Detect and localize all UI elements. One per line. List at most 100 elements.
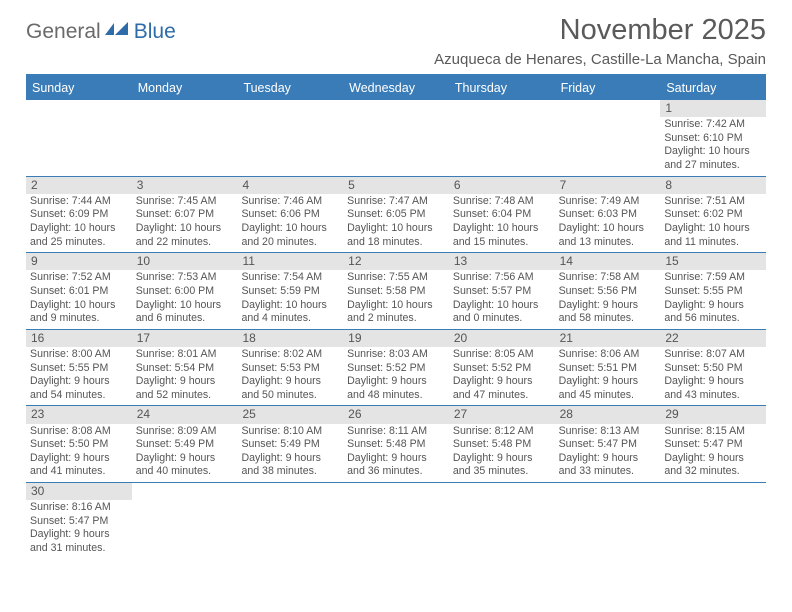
calendar-cell: 24Sunrise: 8:09 AMSunset: 5:49 PMDayligh… — [132, 406, 238, 482]
calendar-cell: 28Sunrise: 8:13 AMSunset: 5:47 PMDayligh… — [555, 406, 661, 482]
day-number: 5 — [343, 177, 449, 194]
day-body: Sunrise: 7:51 AMSunset: 6:02 PMDaylight:… — [660, 195, 766, 252]
sunrise-text: Sunrise: 8:00 AM — [30, 348, 129, 362]
calendar-cell: 26Sunrise: 8:11 AMSunset: 5:48 PMDayligh… — [343, 406, 449, 482]
sunrise-text: Sunrise: 8:11 AM — [347, 425, 446, 439]
day-number: 24 — [132, 406, 238, 423]
sunset-text: Sunset: 5:52 PM — [347, 362, 446, 376]
day-number: 27 — [449, 406, 555, 423]
calendar-cell — [26, 100, 132, 176]
sunset-text: Sunset: 5:48 PM — [347, 438, 446, 452]
daylight-text: Daylight: 9 hours and 31 minutes. — [30, 528, 129, 555]
daylight-text: Daylight: 9 hours and 48 minutes. — [347, 375, 446, 402]
day-number: 18 — [237, 330, 343, 347]
weekday-header-row: SundayMondayTuesdayWednesdayThursdayFrid… — [26, 76, 766, 100]
calendar-cell: 23Sunrise: 8:08 AMSunset: 5:50 PMDayligh… — [26, 406, 132, 482]
weekday-header: Friday — [555, 76, 661, 100]
day-body: Sunrise: 7:52 AMSunset: 6:01 PMDaylight:… — [26, 271, 132, 328]
sunset-text: Sunset: 5:55 PM — [30, 362, 129, 376]
calendar-cell: 15Sunrise: 7:59 AMSunset: 5:55 PMDayligh… — [660, 253, 766, 329]
day-body: Sunrise: 8:13 AMSunset: 5:47 PMDaylight:… — [555, 425, 661, 482]
day-number: 29 — [660, 406, 766, 423]
sunset-text: Sunset: 5:57 PM — [453, 285, 552, 299]
day-number: 10 — [132, 253, 238, 270]
daylight-text: Daylight: 9 hours and 36 minutes. — [347, 452, 446, 479]
calendar-week: 16Sunrise: 8:00 AMSunset: 5:55 PMDayligh… — [26, 330, 766, 407]
sunrise-text: Sunrise: 7:59 AM — [664, 271, 763, 285]
sunset-text: Sunset: 5:47 PM — [30, 515, 129, 529]
day-number: 3 — [132, 177, 238, 194]
calendar-cell — [132, 483, 238, 559]
calendar-cell: 20Sunrise: 8:05 AMSunset: 5:52 PMDayligh… — [449, 330, 555, 406]
day-body: Sunrise: 8:06 AMSunset: 5:51 PMDaylight:… — [555, 348, 661, 405]
daylight-text: Daylight: 9 hours and 38 minutes. — [241, 452, 340, 479]
calendar-week: 30Sunrise: 8:16 AMSunset: 5:47 PMDayligh… — [26, 483, 766, 559]
day-body: Sunrise: 8:12 AMSunset: 5:48 PMDaylight:… — [449, 425, 555, 482]
calendar-cell — [555, 483, 661, 559]
day-body: Sunrise: 7:59 AMSunset: 5:55 PMDaylight:… — [660, 271, 766, 328]
day-number: 22 — [660, 330, 766, 347]
day-body: Sunrise: 7:49 AMSunset: 6:03 PMDaylight:… — [555, 195, 661, 252]
calendar-cell — [449, 100, 555, 176]
location: Azuqueca de Henares, Castille-La Mancha,… — [434, 51, 766, 68]
sunset-text: Sunset: 6:00 PM — [136, 285, 235, 299]
day-body: Sunrise: 8:08 AMSunset: 5:50 PMDaylight:… — [26, 425, 132, 482]
sunset-text: Sunset: 6:05 PM — [347, 208, 446, 222]
calendar-week: 23Sunrise: 8:08 AMSunset: 5:50 PMDayligh… — [26, 406, 766, 483]
daylight-text: Daylight: 10 hours and 4 minutes. — [241, 299, 340, 326]
calendar-cell: 11Sunrise: 7:54 AMSunset: 5:59 PMDayligh… — [237, 253, 343, 329]
calendar-cell: 9Sunrise: 7:52 AMSunset: 6:01 PMDaylight… — [26, 253, 132, 329]
daylight-text: Daylight: 9 hours and 58 minutes. — [559, 299, 658, 326]
calendar-cell — [237, 100, 343, 176]
day-body: Sunrise: 7:48 AMSunset: 6:04 PMDaylight:… — [449, 195, 555, 252]
day-body: Sunrise: 7:44 AMSunset: 6:09 PMDaylight:… — [26, 195, 132, 252]
calendar-cell — [343, 100, 449, 176]
title-block: November 2025 Azuqueca de Henares, Casti… — [434, 14, 766, 68]
daylight-text: Daylight: 9 hours and 52 minutes. — [136, 375, 235, 402]
sunset-text: Sunset: 5:47 PM — [559, 438, 658, 452]
sunrise-text: Sunrise: 8:07 AM — [664, 348, 763, 362]
day-body: Sunrise: 8:15 AMSunset: 5:47 PMDaylight:… — [660, 425, 766, 482]
calendar-cell: 17Sunrise: 8:01 AMSunset: 5:54 PMDayligh… — [132, 330, 238, 406]
sunrise-text: Sunrise: 7:52 AM — [30, 271, 129, 285]
sunrise-text: Sunrise: 7:56 AM — [453, 271, 552, 285]
sunrise-text: Sunrise: 7:48 AM — [453, 195, 552, 209]
daylight-text: Daylight: 9 hours and 50 minutes. — [241, 375, 340, 402]
sunset-text: Sunset: 5:49 PM — [136, 438, 235, 452]
day-body: Sunrise: 7:56 AMSunset: 5:57 PMDaylight:… — [449, 271, 555, 328]
day-number: 30 — [26, 483, 132, 500]
sunrise-text: Sunrise: 8:10 AM — [241, 425, 340, 439]
weekday-header: Sunday — [26, 76, 132, 100]
day-number: 20 — [449, 330, 555, 347]
day-body: Sunrise: 8:01 AMSunset: 5:54 PMDaylight:… — [132, 348, 238, 405]
day-number: 1 — [660, 100, 766, 117]
sunset-text: Sunset: 5:56 PM — [559, 285, 658, 299]
weekday-header: Saturday — [660, 76, 766, 100]
sunset-text: Sunset: 6:01 PM — [30, 285, 129, 299]
calendar-cell: 3Sunrise: 7:45 AMSunset: 6:07 PMDaylight… — [132, 177, 238, 253]
sunset-text: Sunset: 5:49 PM — [241, 438, 340, 452]
calendar-cell: 21Sunrise: 8:06 AMSunset: 5:51 PMDayligh… — [555, 330, 661, 406]
day-number: 6 — [449, 177, 555, 194]
sunset-text: Sunset: 6:02 PM — [664, 208, 763, 222]
sunrise-text: Sunrise: 8:16 AM — [30, 501, 129, 515]
day-number: 4 — [237, 177, 343, 194]
daylight-text: Daylight: 9 hours and 41 minutes. — [30, 452, 129, 479]
day-body: Sunrise: 8:16 AMSunset: 5:47 PMDaylight:… — [26, 501, 132, 558]
logo-text-general: General — [26, 20, 101, 44]
sunrise-text: Sunrise: 7:58 AM — [559, 271, 658, 285]
day-number: 11 — [237, 253, 343, 270]
daylight-text: Daylight: 9 hours and 43 minutes. — [664, 375, 763, 402]
sunrise-text: Sunrise: 7:42 AM — [664, 118, 763, 132]
calendar-cell: 19Sunrise: 8:03 AMSunset: 5:52 PMDayligh… — [343, 330, 449, 406]
weekday-header: Tuesday — [237, 76, 343, 100]
sunset-text: Sunset: 5:51 PM — [559, 362, 658, 376]
sunrise-text: Sunrise: 8:06 AM — [559, 348, 658, 362]
sunset-text: Sunset: 5:58 PM — [347, 285, 446, 299]
calendar-cell: 4Sunrise: 7:46 AMSunset: 6:06 PMDaylight… — [237, 177, 343, 253]
day-body: Sunrise: 8:07 AMSunset: 5:50 PMDaylight:… — [660, 348, 766, 405]
calendar-grid: 1Sunrise: 7:42 AMSunset: 6:10 PMDaylight… — [26, 100, 766, 558]
sunset-text: Sunset: 5:50 PM — [30, 438, 129, 452]
calendar-cell: 12Sunrise: 7:55 AMSunset: 5:58 PMDayligh… — [343, 253, 449, 329]
calendar-cell: 16Sunrise: 8:00 AMSunset: 5:55 PMDayligh… — [26, 330, 132, 406]
